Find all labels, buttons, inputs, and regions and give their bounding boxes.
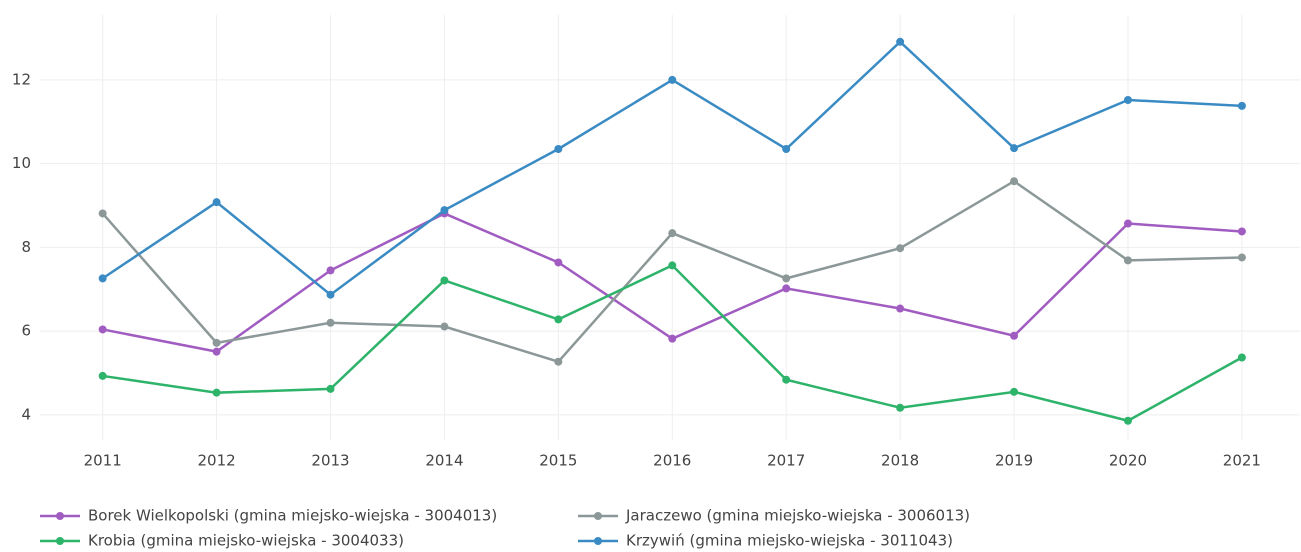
data-point xyxy=(1237,227,1246,236)
legend-marker xyxy=(594,537,602,545)
x-tick-label: 2019 xyxy=(995,452,1033,470)
data-point xyxy=(1010,144,1019,153)
data-point xyxy=(98,274,107,283)
legend-label: Borek Wielkopolski (gmina miejsko-wiejsk… xyxy=(88,507,497,525)
x-tick-label: 2013 xyxy=(311,452,349,470)
data-point xyxy=(326,266,335,275)
legend-item: Krzywiń (gmina miejsko-wiejska - 3011043… xyxy=(578,532,953,550)
data-point xyxy=(554,144,563,153)
y-tick-label: 4 xyxy=(21,405,31,423)
data-point xyxy=(782,144,791,153)
data-point xyxy=(554,258,563,267)
data-point xyxy=(326,318,335,327)
x-tick-label: 2018 xyxy=(881,452,919,470)
x-tick-label: 2021 xyxy=(1223,452,1261,470)
y-tick-label: 8 xyxy=(21,238,31,256)
data-point xyxy=(1010,177,1019,186)
legend-label: Krobia (gmina miejsko-wiejska - 3004033) xyxy=(88,532,404,550)
data-point xyxy=(554,315,563,324)
data-point xyxy=(440,276,449,285)
data-point xyxy=(554,357,563,366)
data-point xyxy=(212,198,221,207)
legend-item: Krobia (gmina miejsko-wiejska - 3004033) xyxy=(40,532,404,550)
x-tick-label: 2016 xyxy=(653,452,691,470)
legend-item: Borek Wielkopolski (gmina miejsko-wiejsk… xyxy=(40,507,497,525)
data-point xyxy=(668,261,677,270)
legend-item: Jaraczewo (gmina miejsko-wiejska - 30060… xyxy=(578,507,970,525)
legend-label: Krzywiń (gmina miejsko-wiejska - 3011043… xyxy=(626,532,953,550)
data-point xyxy=(782,274,791,283)
data-point xyxy=(326,384,335,393)
data-point xyxy=(212,388,221,397)
legend-marker xyxy=(56,512,64,520)
data-point xyxy=(1010,387,1019,396)
data-point xyxy=(1010,331,1019,340)
x-tick-label: 2020 xyxy=(1109,452,1147,470)
data-point xyxy=(782,375,791,384)
data-point xyxy=(212,338,221,347)
data-point xyxy=(1237,253,1246,262)
y-tick-label: 6 xyxy=(21,322,31,340)
data-point xyxy=(668,75,677,84)
data-point xyxy=(1237,101,1246,110)
data-point xyxy=(782,284,791,293)
data-point xyxy=(326,290,335,299)
x-tick-label: 2015 xyxy=(539,452,577,470)
data-point xyxy=(896,244,905,253)
data-point xyxy=(1123,256,1132,265)
x-tick-label: 2012 xyxy=(197,452,235,470)
legend-marker xyxy=(56,537,64,545)
legend-label: Jaraczewo (gmina miejsko-wiejska - 30060… xyxy=(625,507,970,525)
data-point xyxy=(896,37,905,46)
data-point xyxy=(1237,353,1246,362)
data-point xyxy=(668,229,677,238)
data-point xyxy=(440,206,449,215)
data-point xyxy=(896,403,905,412)
x-tick-label: 2014 xyxy=(425,452,463,470)
data-point xyxy=(440,322,449,331)
y-tick-label: 10 xyxy=(12,154,31,172)
data-point xyxy=(668,334,677,343)
data-point xyxy=(1123,219,1132,228)
x-tick-label: 2011 xyxy=(84,452,122,470)
legend-marker xyxy=(594,512,602,520)
data-point xyxy=(1123,416,1132,425)
data-point xyxy=(98,209,107,218)
data-point xyxy=(896,304,905,313)
y-tick-label: 12 xyxy=(12,70,31,88)
data-point xyxy=(98,325,107,334)
x-tick-label: 2017 xyxy=(767,452,805,470)
data-point xyxy=(212,347,221,356)
data-point xyxy=(98,371,107,380)
data-point xyxy=(1123,96,1132,104)
